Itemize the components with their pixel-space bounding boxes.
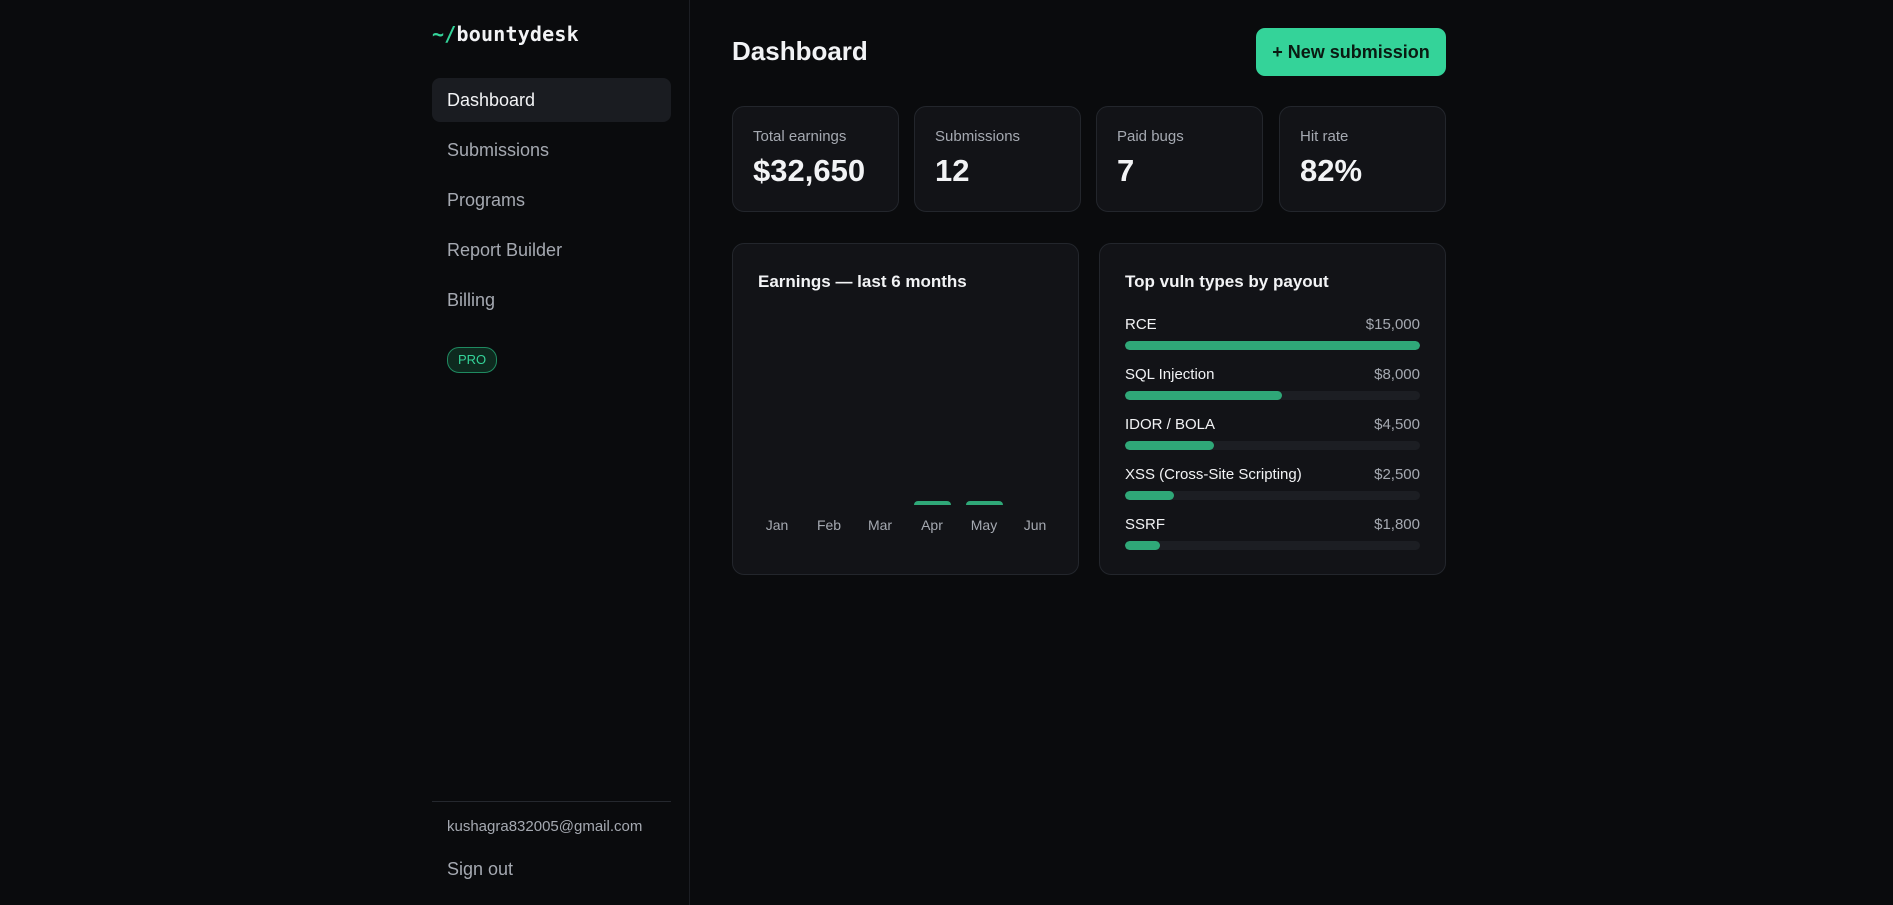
vuln-name: RCE — [1125, 316, 1157, 333]
earnings-panel-title: Earnings — last 6 months — [758, 272, 967, 291]
tick-label-feb: Feb — [816, 517, 842, 533]
page-title: Dashboard — [732, 36, 868, 66]
tick-label-jun: Jun — [1023, 517, 1047, 533]
vuln-amount: $15,000 — [1365, 316, 1420, 333]
sidebar-nav: Dashboard Submissions Programs Report Bu… — [432, 78, 671, 328]
vuln-progress-track — [1125, 391, 1420, 400]
sidebar-item-dashboard[interactable]: Dashboard — [432, 78, 671, 122]
stat-value: 7 — [1117, 153, 1135, 188]
stat-value: $32,650 — [753, 153, 866, 188]
vuln-progress-track — [1125, 491, 1420, 500]
stat-card-paid-bugs: Paid bugs 7 — [1096, 106, 1263, 212]
vuln-name: XSS (Cross-Site Scripting) — [1125, 466, 1302, 483]
tick-label-mar: Mar — [867, 517, 893, 533]
plan-badge: PRO — [447, 347, 498, 373]
user-email: kushagra832005@gmail.com — [447, 818, 643, 835]
vuln-name: SQL Injection — [1125, 366, 1215, 383]
vuln-amount: $1,800 — [1374, 516, 1420, 533]
brand-prefix: ~/ — [432, 22, 457, 46]
vuln-amount: $2,500 — [1374, 466, 1420, 483]
sidebar-item-programs[interactable]: Programs — [447, 190, 526, 210]
sign-out-link[interactable]: Sign out — [447, 859, 514, 879]
vuln-row: SQL Injection $8,000 — [1125, 366, 1420, 406]
stat-card-hit-rate: Hit rate 82% — [1279, 106, 1446, 212]
sidebar: ~/bountydesk Dashboard Submissions Progr… — [0, 0, 690, 905]
vuln-amount: $8,000 — [1374, 366, 1420, 383]
vuln-panel-title: Top vuln types by payout — [1125, 272, 1329, 291]
stat-label: Total earnings — [753, 128, 847, 145]
vuln-progress-fill — [1125, 341, 1420, 350]
vuln-row: RCE $15,000 — [1125, 316, 1420, 356]
brand-name: bountydesk — [456, 22, 579, 46]
vuln-progress-track — [1125, 541, 1420, 550]
stat-label: Paid bugs — [1117, 128, 1184, 145]
stat-card-total-earnings: Total earnings $32,650 — [732, 106, 899, 212]
bar-apr — [913, 501, 951, 505]
vuln-progress-track — [1125, 441, 1420, 450]
new-submission-button[interactable]: + New submission — [1256, 28, 1446, 76]
earnings-panel: Earnings — last 6 months Jan Feb Mar Apr May… — [732, 243, 1079, 575]
stat-label: Submissions — [935, 128, 1021, 145]
vuln-panel: Top vuln types by payout RCE $15,000 SQL I… — [1099, 243, 1446, 575]
vuln-name: SSRF — [1125, 516, 1166, 533]
vuln-progress-fill — [1125, 391, 1283, 400]
stat-value: 82% — [1300, 153, 1363, 188]
vuln-progress-fill — [1125, 541, 1161, 550]
sidebar-item-report-builder[interactable]: Report Builder — [447, 240, 563, 260]
stat-card-submissions: Submissions 12 — [914, 106, 1081, 212]
tick-label-may: May — [970, 517, 998, 533]
sidebar-item-billing[interactable]: Billing — [447, 290, 496, 310]
brand-logo[interactable]: ~/bountydesk — [432, 22, 579, 46]
sidebar-divider — [432, 801, 671, 802]
vuln-progress-track — [1125, 341, 1420, 350]
stat-value: 12 — [935, 153, 970, 188]
vuln-progress-fill — [1125, 441, 1214, 450]
vuln-amount: $4,500 — [1374, 416, 1420, 433]
stat-label: Hit rate — [1300, 128, 1349, 145]
vuln-name: IDOR / BOLA — [1125, 416, 1216, 433]
vuln-row: SSRF $1,800 — [1125, 516, 1420, 556]
tick-label-jan: Jan — [765, 517, 789, 533]
bar-may — [965, 501, 1003, 505]
tick-label-apr: Apr — [921, 517, 943, 533]
vuln-progress-fill — [1125, 491, 1175, 500]
vuln-row: XSS (Cross-Site Scripting) $2,500 — [1125, 466, 1420, 506]
sidebar-item-submissions[interactable]: Submissions — [447, 140, 550, 160]
vuln-row: IDOR / BOLA $4,500 — [1125, 416, 1420, 456]
